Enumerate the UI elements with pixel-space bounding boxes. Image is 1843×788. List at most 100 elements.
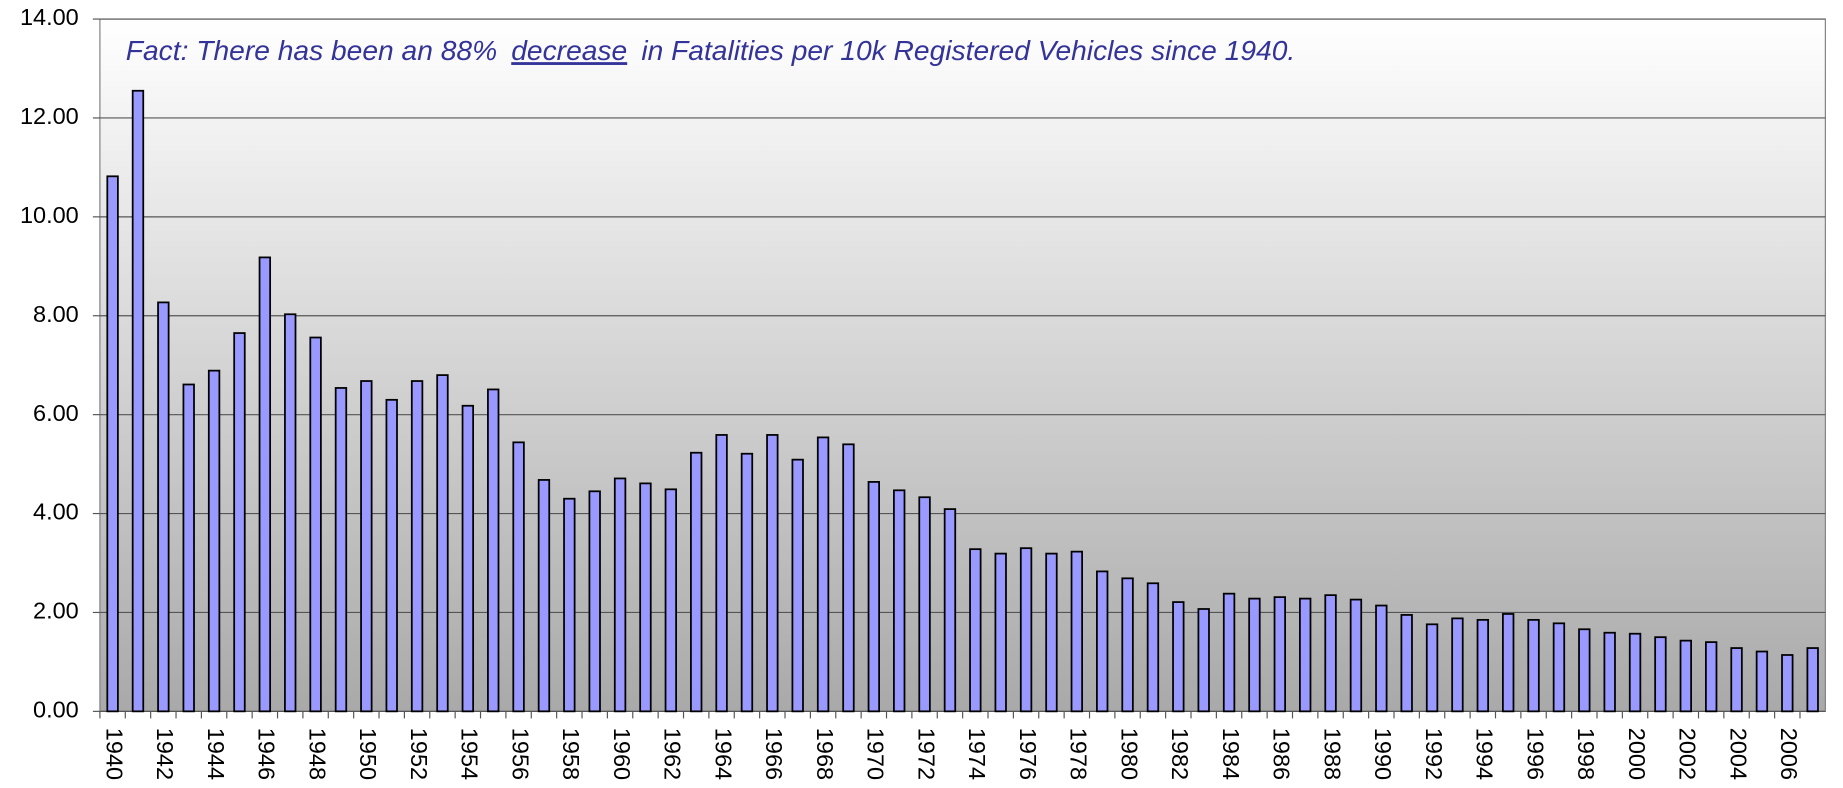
x-tick-label: 2000 [1624, 728, 1650, 780]
bar [1349, 598, 1363, 713]
bar [791, 458, 804, 713]
bar [1806, 647, 1819, 713]
bar [1781, 654, 1794, 713]
bar [867, 481, 880, 713]
annotation: Fact: There has been an 88% decrease in Fa… [126, 35, 1295, 67]
bar [131, 89, 145, 713]
bar [1425, 623, 1439, 713]
bar [410, 380, 424, 713]
plot-area [99, 18, 1826, 712]
bar [918, 496, 931, 713]
bar [816, 436, 830, 713]
y-tick-label: 0.00 [33, 697, 79, 723]
bar [1222, 592, 1236, 713]
bar [563, 497, 576, 713]
bar [994, 552, 1007, 713]
bar [1755, 650, 1769, 713]
x-tick-label: 1968 [812, 728, 838, 780]
bar [1603, 631, 1616, 713]
bar [207, 369, 221, 713]
x-tick-label: 1960 [609, 728, 635, 780]
x-tick-label: 1948 [304, 728, 330, 780]
bar [969, 548, 982, 713]
y-tick-label: 4.00 [33, 499, 79, 525]
y-tick-label: 12.00 [20, 103, 79, 129]
x-tick-label: 2002 [1675, 728, 1701, 780]
x-tick-label: 1972 [913, 728, 939, 780]
bar [1324, 594, 1337, 713]
x-tick-label: 1964 [710, 728, 736, 780]
x-tick-label: 1952 [406, 728, 432, 780]
x-tick-label: 1974 [964, 728, 990, 780]
x-tick-label: 1940 [101, 728, 127, 780]
x-tick-label: 1992 [1421, 728, 1447, 780]
x-tick-label: 1994 [1472, 728, 1498, 780]
x-tick-label: 1958 [558, 728, 584, 780]
bar [1628, 632, 1642, 713]
bar [537, 479, 551, 713]
x-tick-label: 1944 [203, 728, 229, 780]
bar [436, 374, 449, 713]
bar [1578, 628, 1591, 713]
bar [182, 383, 195, 713]
bar [1476, 618, 1489, 713]
bar [461, 404, 475, 713]
bar [740, 452, 754, 713]
bar [766, 434, 779, 713]
bar [512, 441, 525, 713]
x-tick-label: 1982 [1167, 728, 1193, 780]
y-tick-label: 8.00 [33, 301, 79, 327]
x-tick-label: 1970 [863, 728, 889, 780]
bar [690, 451, 703, 713]
x-tick-label: 2004 [1725, 728, 1751, 780]
bar [1299, 597, 1312, 713]
x-tick-label: 1962 [660, 728, 686, 780]
x-tick-label: 1954 [457, 728, 483, 780]
bar [1248, 597, 1261, 713]
bar [1654, 636, 1667, 713]
x-tick-label: 1956 [507, 728, 533, 780]
y-tick-label: 6.00 [33, 400, 79, 426]
labels: 0.00 2.00 4.00 6.00 8.00 10.00 12.00 14.00 1940 1… [20, 4, 1802, 780]
x-tick-label: 1976 [1015, 728, 1041, 780]
bar [1019, 547, 1033, 713]
bar [1197, 608, 1210, 713]
y-tick-label: 2.00 [33, 598, 79, 624]
bar [309, 336, 322, 713]
bar [106, 175, 119, 713]
bar [613, 477, 627, 713]
bar [1502, 613, 1515, 713]
x-tick-label: 1978 [1066, 728, 1092, 780]
x-tick-label: 1986 [1269, 728, 1295, 780]
bar [1146, 582, 1160, 713]
x-tick-label: 1980 [1116, 728, 1142, 780]
bar [1705, 641, 1718, 713]
bar [258, 256, 272, 713]
bar [1527, 618, 1540, 713]
bar [1121, 577, 1134, 713]
bar [1172, 601, 1185, 713]
annotation-part: Fact: There has been an 88% [126, 35, 497, 67]
bar [1400, 614, 1413, 713]
y-tick-label: 14.00 [20, 4, 79, 30]
bar [1045, 552, 1058, 713]
bars [106, 89, 1819, 713]
bar [385, 398, 398, 713]
bar [360, 380, 373, 713]
x-tick-label: 1988 [1319, 728, 1345, 780]
bar [233, 332, 246, 713]
bar [639, 482, 652, 713]
bar [157, 301, 170, 713]
x-tick-label: 1950 [355, 728, 381, 780]
bar [1070, 550, 1083, 713]
y-tick-label: 10.00 [20, 202, 79, 228]
bar [1679, 639, 1692, 713]
bar [893, 489, 906, 713]
bar [1375, 604, 1388, 713]
bar [842, 443, 855, 713]
bar [664, 488, 678, 713]
bar [715, 434, 728, 713]
x-tick-label: 1998 [1573, 728, 1599, 780]
